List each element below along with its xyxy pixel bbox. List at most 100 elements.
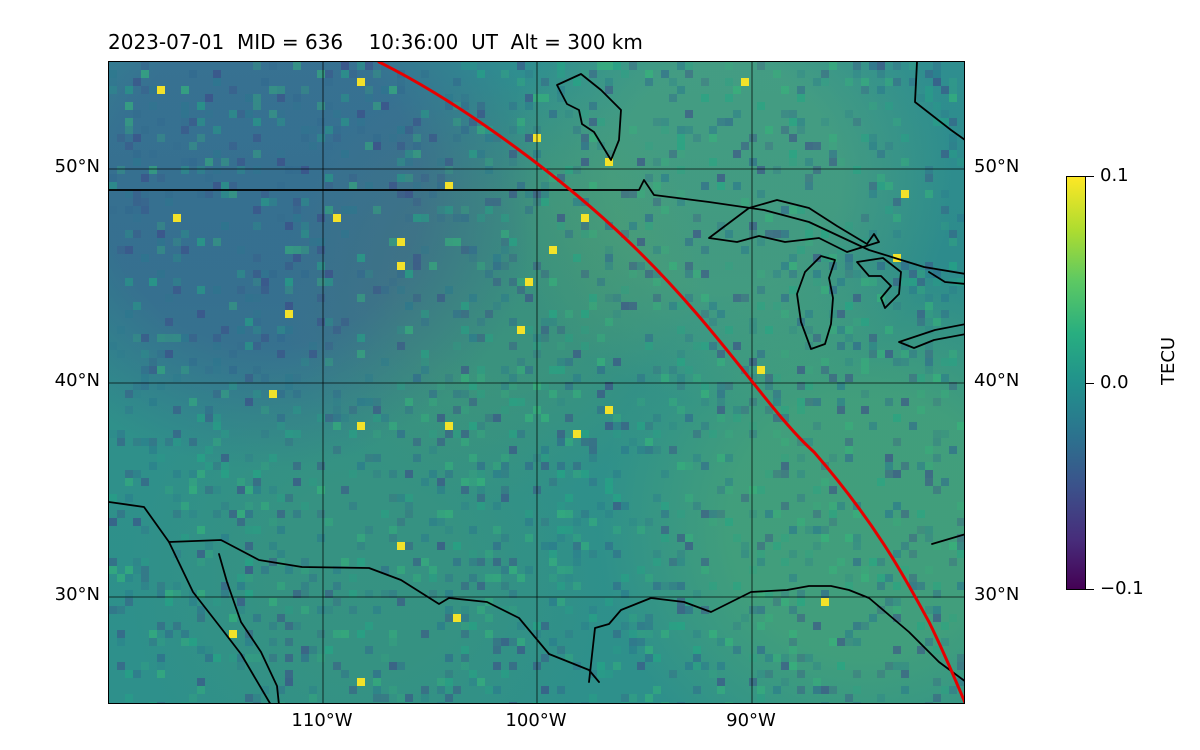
heatmap-cell <box>733 646 741 654</box>
heatmap-cell <box>141 478 149 486</box>
heatmap-cell <box>525 294 533 302</box>
heatmap-cell <box>357 270 365 278</box>
heatmap-cell <box>941 86 949 94</box>
heatmap-cell <box>197 558 205 566</box>
heatmap-cell <box>109 182 117 190</box>
heatmap-cell <box>309 574 317 582</box>
heatmap-cell <box>949 542 957 550</box>
heatmap-cell <box>629 630 637 638</box>
heatmap-cell <box>845 326 853 334</box>
heatmap-cell <box>893 414 901 422</box>
heatmap-cell <box>677 326 685 334</box>
hudson-bay-shore <box>914 62 964 141</box>
heatmap-cell <box>917 646 925 654</box>
heatmap-cell <box>197 134 205 142</box>
heatmap-cell <box>269 86 277 94</box>
heatmap-cell <box>885 350 893 358</box>
heatmap-cell <box>909 350 917 358</box>
heatmap-cell <box>333 110 341 118</box>
heatmap-cell <box>573 198 581 206</box>
heatmap-cell <box>861 622 869 630</box>
heatmap-cell <box>325 414 333 422</box>
heatmap-cell <box>933 278 941 286</box>
lake-michigan <box>796 255 836 350</box>
heatmap-cell <box>317 246 325 254</box>
heatmap-cell <box>501 462 509 470</box>
heatmap-cell <box>493 526 501 534</box>
heatmap-cell <box>621 702 629 703</box>
heatmap-cell <box>725 382 733 390</box>
heatmap-cell <box>541 686 549 694</box>
heatmap-cell <box>885 462 893 470</box>
heatmap-cell <box>773 302 781 310</box>
heatmap-cell <box>245 318 253 326</box>
heatmap-cell <box>677 150 685 158</box>
heatmap-cell <box>389 494 397 502</box>
heatmap-cell <box>141 350 149 358</box>
heatmap-cell <box>349 686 357 694</box>
heatmap-cell <box>589 230 597 238</box>
heatmap-cell <box>461 582 469 590</box>
heatmap-cell <box>437 510 445 518</box>
heatmap-cell <box>157 222 165 230</box>
heatmap-cell <box>277 94 285 102</box>
heatmap-cell <box>597 142 605 150</box>
heatmap-cell <box>141 254 149 262</box>
heatmap-cell <box>949 94 957 102</box>
heatmap-cell <box>869 62 877 70</box>
heatmap-cell <box>781 350 789 358</box>
heatmap-cell <box>957 518 964 526</box>
heatmap-cell <box>645 518 653 526</box>
heatmap-cell <box>253 614 261 622</box>
heatmap-cell <box>293 478 301 486</box>
heatmap-cell <box>173 286 181 294</box>
heatmap-cell <box>789 526 797 534</box>
heatmap-cell <box>213 510 221 518</box>
heatmap-cell <box>933 438 941 446</box>
heatmap-cell <box>477 366 485 374</box>
heatmap-cell <box>365 622 373 630</box>
heatmap-cell <box>557 566 565 574</box>
heatmap-cell <box>869 278 877 286</box>
heatmap-cell <box>245 486 253 494</box>
heatmap-cell <box>821 534 829 542</box>
heatmap-cell <box>829 510 837 518</box>
heatmap-cell <box>893 358 901 366</box>
heatmap-cell <box>333 398 341 406</box>
heatmap-cell <box>613 310 621 318</box>
heatmap-cell <box>893 502 901 510</box>
heatmap-cell <box>805 398 813 406</box>
heatmap-cell <box>709 518 717 526</box>
heatmap-cell <box>485 630 493 638</box>
heatmap-cell <box>421 174 429 182</box>
heatmap-cell <box>253 278 261 286</box>
heatmap-cell <box>845 454 853 462</box>
heatmap-cell <box>557 366 565 374</box>
heatmap-cell <box>677 190 685 198</box>
heatmap-cell <box>829 142 837 150</box>
heatmap-cell <box>501 582 509 590</box>
heatmap-cell <box>405 190 413 198</box>
mexico-border <box>109 501 600 683</box>
heatmap-cell <box>229 510 237 518</box>
heatmap-cell <box>309 686 317 694</box>
heatmap-cell <box>405 270 413 278</box>
heatmap-cell <box>613 526 621 534</box>
heatmap-cell <box>229 630 237 638</box>
heatmap-cell <box>789 662 797 670</box>
heatmap-cell <box>893 598 901 606</box>
heatmap-cell <box>357 118 365 126</box>
heatmap-cell <box>317 462 325 470</box>
heatmap-cell <box>445 286 453 294</box>
heatmap-cell <box>445 374 453 382</box>
heatmap-cell <box>573 558 581 566</box>
heatmap-cell <box>653 446 661 454</box>
heatmap-cell <box>541 382 549 390</box>
heatmap-cell <box>901 686 909 694</box>
heatmap-cell <box>901 542 909 550</box>
heatmap-cell <box>429 470 437 478</box>
heatmap-cell <box>373 686 381 694</box>
heatmap-cell <box>933 486 941 494</box>
heatmap-cell <box>197 414 205 422</box>
heatmap-cell <box>437 622 445 630</box>
